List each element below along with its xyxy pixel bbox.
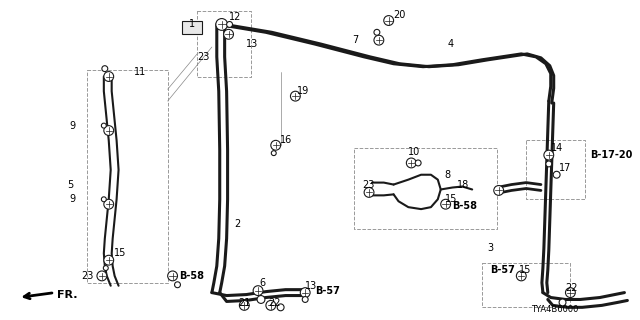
Text: 7: 7: [353, 35, 358, 45]
Text: 11: 11: [134, 67, 147, 76]
Circle shape: [104, 126, 114, 135]
Polygon shape: [182, 20, 202, 34]
Circle shape: [102, 66, 108, 72]
Text: 19: 19: [298, 86, 310, 96]
Circle shape: [104, 199, 114, 209]
Circle shape: [406, 158, 416, 168]
Circle shape: [364, 188, 374, 197]
Text: B-57: B-57: [315, 286, 340, 296]
Circle shape: [544, 150, 554, 160]
Circle shape: [374, 29, 380, 35]
Text: 23: 23: [81, 271, 93, 281]
Circle shape: [415, 160, 421, 166]
Circle shape: [300, 288, 310, 298]
Circle shape: [384, 16, 394, 25]
Circle shape: [559, 299, 566, 306]
Circle shape: [566, 288, 575, 298]
Circle shape: [494, 186, 504, 196]
Text: B-57: B-57: [490, 265, 515, 275]
Circle shape: [101, 123, 106, 128]
Text: 9: 9: [70, 194, 76, 204]
Text: 18: 18: [458, 180, 470, 189]
Text: 12: 12: [228, 12, 241, 21]
Text: 17: 17: [559, 163, 571, 173]
Text: 15: 15: [445, 194, 457, 204]
Circle shape: [553, 171, 560, 178]
Circle shape: [291, 91, 300, 101]
Text: 2: 2: [234, 219, 241, 229]
Text: 21: 21: [238, 299, 251, 308]
Circle shape: [216, 19, 228, 30]
Text: 23: 23: [362, 180, 374, 189]
Circle shape: [253, 286, 263, 296]
Text: FR.: FR.: [57, 290, 77, 300]
Circle shape: [441, 199, 451, 209]
Text: 6: 6: [259, 278, 265, 288]
Text: 8: 8: [445, 170, 451, 180]
Text: 13: 13: [246, 39, 259, 49]
Text: 9: 9: [70, 121, 76, 131]
Text: 22: 22: [566, 283, 578, 293]
Text: B-58: B-58: [452, 201, 477, 211]
Text: 23: 23: [197, 52, 209, 62]
Circle shape: [103, 266, 108, 270]
Text: B-58: B-58: [179, 271, 204, 281]
Text: TYA4B6000: TYA4B6000: [531, 305, 579, 314]
Text: 15: 15: [114, 248, 126, 258]
Circle shape: [168, 271, 177, 281]
Circle shape: [223, 29, 234, 39]
Circle shape: [104, 255, 114, 265]
Text: 16: 16: [280, 135, 292, 145]
Text: 13: 13: [305, 281, 317, 291]
Circle shape: [302, 297, 308, 302]
Circle shape: [277, 304, 284, 311]
Circle shape: [374, 35, 384, 45]
Circle shape: [97, 271, 107, 281]
Circle shape: [271, 151, 276, 156]
Circle shape: [227, 21, 232, 28]
Text: 22: 22: [268, 299, 280, 308]
Circle shape: [266, 300, 276, 310]
Circle shape: [239, 300, 249, 310]
Circle shape: [546, 161, 552, 167]
Text: 14: 14: [551, 143, 563, 153]
Text: 5: 5: [67, 180, 74, 189]
Circle shape: [104, 72, 114, 81]
Text: B-17-20: B-17-20: [590, 150, 632, 160]
Text: 4: 4: [447, 39, 454, 49]
Circle shape: [257, 296, 265, 303]
Text: 20: 20: [394, 10, 406, 20]
Circle shape: [516, 271, 526, 281]
Circle shape: [175, 282, 180, 288]
Text: 1: 1: [189, 20, 195, 29]
Text: 3: 3: [487, 244, 493, 253]
Circle shape: [101, 197, 106, 202]
Circle shape: [271, 140, 280, 150]
Text: 15: 15: [519, 265, 532, 275]
Text: 10: 10: [408, 147, 420, 157]
